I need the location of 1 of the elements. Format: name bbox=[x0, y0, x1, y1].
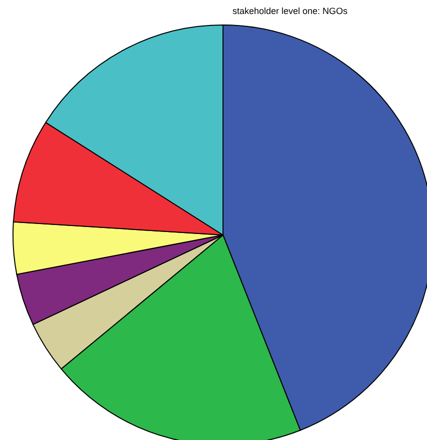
chart-title: stakeholder level one: NGOs bbox=[231, 6, 349, 16]
